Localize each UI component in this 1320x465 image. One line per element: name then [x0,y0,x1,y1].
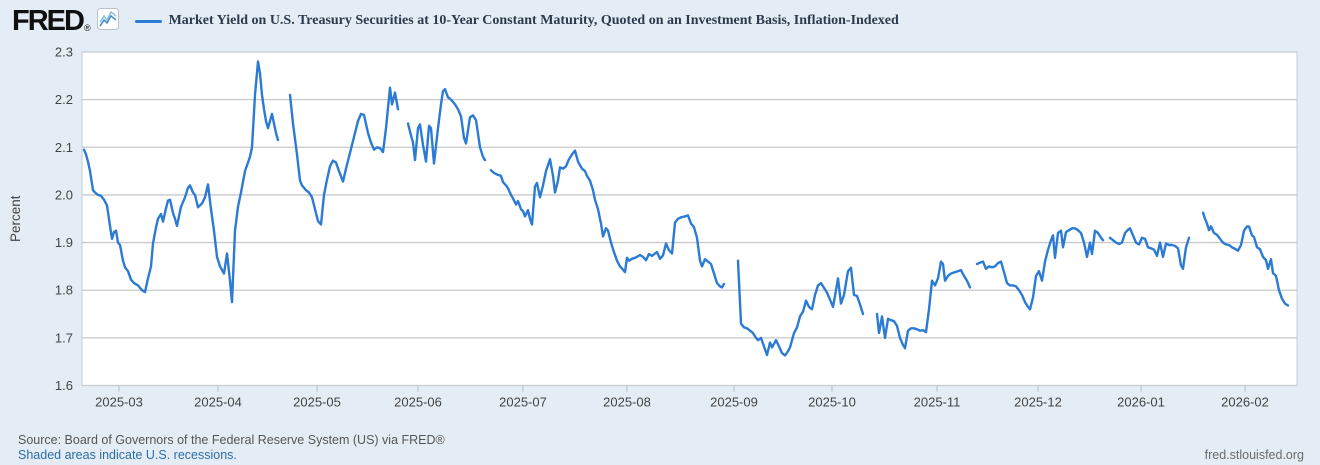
y-axis-title: Percent [8,195,23,242]
y-axis-tick-label: 1.8 [55,283,73,298]
y-axis-tick-label: 1.6 [55,378,73,393]
treasury-yield-line [1201,211,1290,307]
recession-shading-link[interactable]: Shaded areas indicate U.S. recessions. [18,448,237,462]
chart-header: FRED ® Market Yield on U.S. Treasury Sec… [0,0,1320,42]
treasury-yield-line [489,149,726,289]
x-axis-tick-label: 2025-06 [394,395,442,410]
series-legend-line [134,19,162,23]
fred-logo-text: FRED [12,4,85,37]
y-axis-tick-label: 2.1 [55,140,73,155]
x-axis-tick-label: 2025-11 [914,395,961,410]
treasury-yield-line [875,260,972,350]
treasury-yield-line [406,87,487,165]
x-axis-tick-label: 2025-05 [293,395,341,410]
y-axis-tick-label: 2.2 [55,92,73,107]
series-title: Market Yield on U.S. Treasury Securities… [168,13,899,28]
treasury-yield-line [1108,227,1191,270]
x-axis-tick-label: 2025-09 [710,395,758,410]
x-axis-tick-label: 2026-02 [1221,395,1269,410]
plot-border [81,51,1298,386]
y-axis-tick-label: 1.9 [55,235,73,250]
x-axis-tick-label: 2025-08 [603,395,651,410]
y-axis-tick-label: 1.7 [55,330,73,345]
x-axis-tick-label: 2025-10 [808,395,856,410]
treasury-yield-line [288,86,400,226]
fred-logo: FRED ® [12,4,119,37]
x-axis-tick-label: 2025-04 [194,395,242,410]
treasury-yield-line [736,259,865,357]
source-attribution: Source: Board of Governors of the Federa… [18,433,445,447]
x-axis-tick-label: 2025-07 [499,395,547,410]
x-axis-tick-label: 2026-01 [1117,395,1165,410]
y-axis-tick-label: 2.0 [55,187,73,202]
treasury-yield-line [975,227,1105,311]
registered-trademark-icon: ® [83,22,91,33]
x-axis-tick-label: 2025-03 [95,395,143,410]
x-axis-tick-label: 2025-12 [1014,395,1062,410]
y-axis-tick-label: 2.3 [55,45,73,60]
fred-site-text: fred.stlouisfed.org [1204,448,1304,462]
fred-sparkline-icon [96,7,119,35]
treasury-yield-line [82,60,280,304]
